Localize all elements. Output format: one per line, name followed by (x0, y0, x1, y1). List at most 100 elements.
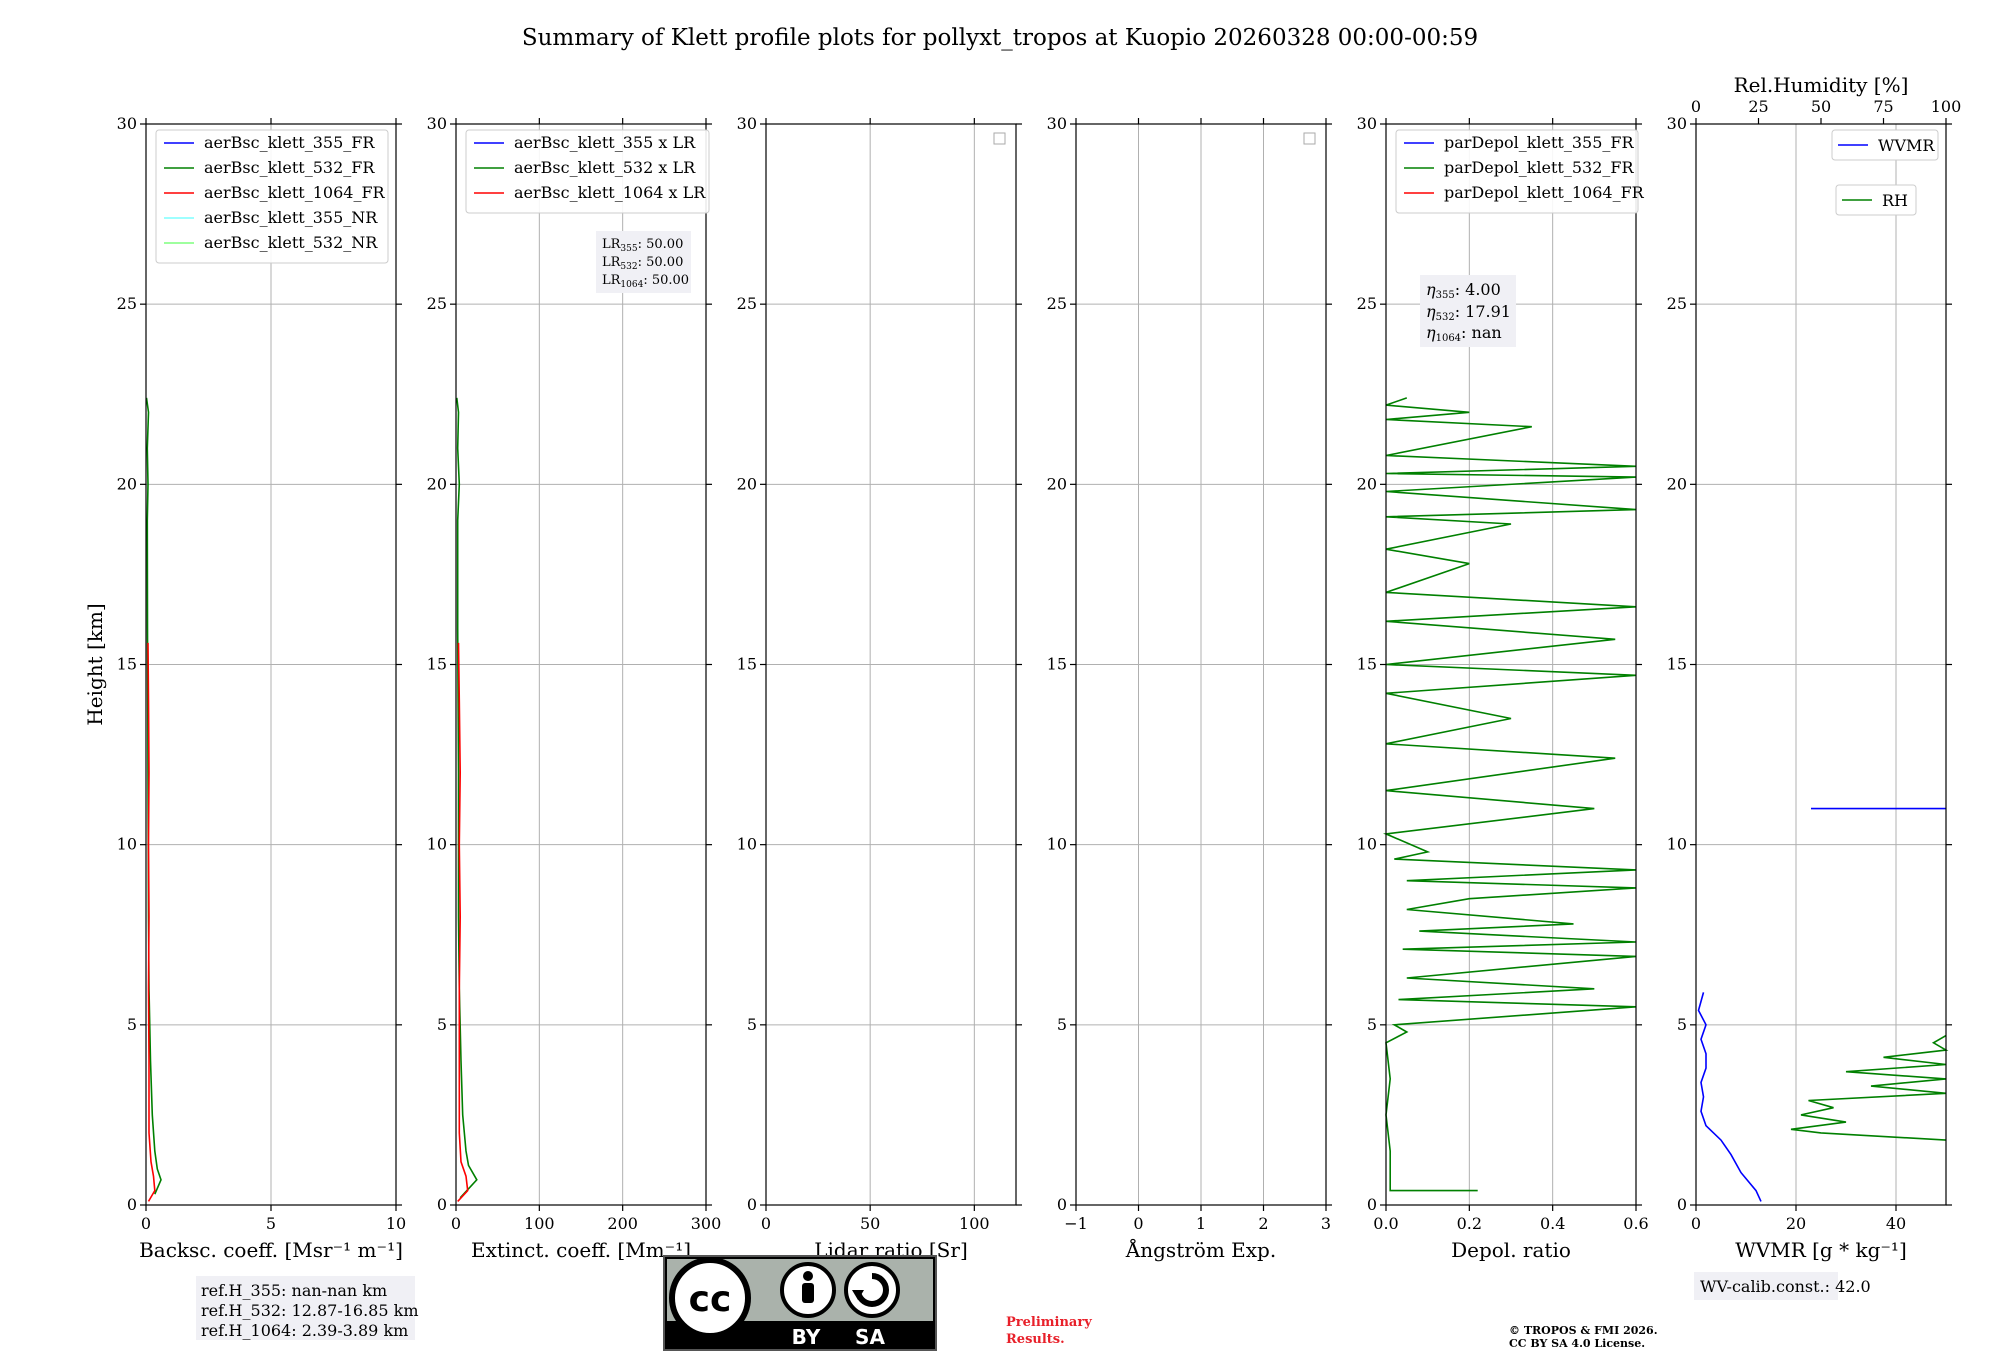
ext-xlabel: Extinct. coeff. [Mm⁻¹] (471, 1238, 691, 1262)
figure-title: Summary of Klett profile plots for polly… (522, 25, 1478, 51)
sa-share-icon (844, 1262, 900, 1318)
lr-xtick-label: 100 (959, 1214, 990, 1233)
wv-legend-label-0: WVMR (1878, 136, 1935, 155)
ext-legend-box (465, 129, 710, 214)
ae-ytick-label: 25 (1047, 294, 1067, 313)
ae-ytick-label: 15 (1047, 655, 1067, 674)
lr-xtick-label: 0 (761, 1214, 771, 1233)
bsc-ytick-label: 25 (117, 294, 137, 313)
by-person-head-icon (803, 1271, 813, 1281)
ext-ytick-label: 15 (427, 655, 447, 674)
bsc-ytick-label: 0 (127, 1195, 137, 1214)
wv-series-rh (1790, 1034, 1949, 1141)
ae-ytick-label: 30 (1047, 114, 1067, 133)
ext-xtick-label: 300 (691, 1214, 722, 1233)
ae-xtick-label: 3 (1321, 1214, 1331, 1233)
wv-ytick-label: 0 (1677, 1195, 1687, 1214)
refh-532: ref.H_532: 12.87-16.85 km (201, 1301, 419, 1320)
bsc-panel: 0 5 10 15 20 25 30 0 5 10 Backsc. coeff. [Msr⁻¹ m⁻… (83, 114, 406, 1262)
sa-label: SA (855, 1325, 885, 1349)
wv-calib-box-bg (1694, 1272, 1838, 1300)
ext-ytick-label: 10 (427, 835, 447, 854)
lr-ytick-label: 30 (737, 114, 757, 133)
depol-legend-label: parDepol_klett_532_FR (1444, 158, 1635, 177)
wv-ytick-label: 25 (1667, 294, 1687, 313)
bsc-series-aerbsc-klett-1064-fr (147, 642, 156, 1202)
cc-letters: cc (689, 1279, 732, 1320)
depol-ytick-label: 30 (1357, 114, 1377, 133)
bsc-xtick-label: 5 (266, 1214, 276, 1233)
ae-empty-legend (1303, 132, 1316, 145)
copyright-line-2: CC BY SA 4.0 License. (1509, 1337, 1645, 1350)
depol-xtick-label: 0.4 (1540, 1214, 1565, 1233)
wv-legend-box-1 (1835, 184, 1917, 216)
wv-calib-label: WV-calib.const.: 42.0 (1700, 1277, 1871, 1296)
lr-355-label: LR355: 50.00 (602, 237, 683, 254)
ae-xtick-label: −1 (1064, 1214, 1088, 1233)
by-person-body-icon (802, 1283, 814, 1303)
ext-ytick-label: 30 (427, 114, 447, 133)
depol-xlabel: Depol. ratio (1451, 1238, 1571, 1262)
depol-legend-label: parDepol_klett_1064_FR (1444, 183, 1645, 202)
ext-legend-label: aerBsc_klett_355 x LR (514, 133, 696, 152)
refh-1064: ref.H_1064: 2.39-3.89 km (201, 1321, 408, 1340)
sa-arrowhead-icon (852, 1290, 864, 1300)
lr-ytick-label: 15 (737, 655, 757, 674)
ext-xtick-label: 0 (451, 1214, 461, 1233)
wv-x2tick-label: 100 (1931, 97, 1962, 116)
lr-1064-label: LR1064: 50.00 (602, 273, 689, 290)
preliminary-label-2: Results. (1006, 1332, 1065, 1347)
ext-xtick-label: 100 (524, 1214, 555, 1233)
bsc-ytick-label: 15 (117, 655, 137, 674)
wv-series-wvmr (1697, 992, 1762, 1202)
bsc-ytick-label: 20 (117, 474, 137, 493)
wv-xtick-label: 40 (1886, 1214, 1906, 1233)
bsc-ytick-label: 5 (127, 1015, 137, 1034)
ext-legend-label: aerBsc_klett_532 x LR (514, 158, 696, 177)
wv-xlabel: WVMR [g * kg⁻¹] (1735, 1238, 1907, 1262)
ae-xtick-label: 2 (1258, 1214, 1268, 1233)
wv-x2tick-label: 25 (1748, 97, 1768, 116)
bsc-legend-label: aerBsc_klett_355_NR (204, 208, 378, 227)
eta-box-bg (1420, 275, 1516, 347)
sa-arrow-icon (855, 1273, 889, 1307)
height-ylabel: Height [km] (83, 603, 107, 725)
eta-1064-label: η1064: nan (1426, 323, 1502, 344)
depol-series-pardepol-klett-532-fr (1382, 397, 1637, 1192)
bsc-ytick-label: 10 (117, 835, 137, 854)
lr-532-label: LR532: 50.00 (602, 255, 683, 272)
preliminary-label-1: Preliminary (1006, 1315, 1092, 1330)
depol-legend-label: parDepol_klett_355_FR (1444, 133, 1635, 152)
depol-legend-box (1395, 129, 1639, 214)
bsc-legend-label: aerBsc_klett_532_NR (204, 233, 378, 252)
ext-ytick-label: 0 (437, 1195, 447, 1214)
ext-ytick-label: 5 (437, 1015, 447, 1034)
bsc-legend-label: aerBsc_klett_355_FR (204, 133, 375, 152)
lidar-ratio-box: LR355: 50.00 LR532: 50.00 LR1064: 50.00 (596, 231, 691, 293)
depol-xtick-label: 0.6 (1623, 1214, 1648, 1233)
lr-ytick-label: 5 (747, 1015, 757, 1034)
wv-ytick-label: 15 (1667, 655, 1687, 674)
depol-ytick-label: 25 (1357, 294, 1377, 313)
ext-series-aerbsc-klett-1064-x-lr (457, 642, 469, 1202)
ext-legend-label: aerBsc_klett_1064 x LR (514, 183, 706, 202)
depol-xtick-label: 0.0 (1373, 1214, 1398, 1233)
depol-ytick-label: 10 (1357, 835, 1377, 854)
ext-ytick-label: 20 (427, 474, 447, 493)
eta-355-label: η355: 4.00 (1426, 280, 1501, 301)
bsc-legend-label: aerBsc_klett_1064_FR (204, 183, 386, 202)
ae-ytick-label: 10 (1047, 835, 1067, 854)
wv-x2tick-label: 50 (1811, 97, 1831, 116)
ae-xlabel: Ångström Exp. (1125, 1237, 1276, 1262)
ae-ytick-label: 0 (1057, 1195, 1067, 1214)
lidar-ratio-box-bg (596, 231, 691, 293)
ext-ytick-label: 25 (427, 294, 447, 313)
wv-calib-box: WV-calib.const.: 42.0 (1694, 1272, 1871, 1300)
reference-height-box-bg (196, 1276, 415, 1340)
ae-ytick-label: 5 (1057, 1015, 1067, 1034)
lr-xtick-label: 50 (860, 1214, 880, 1233)
